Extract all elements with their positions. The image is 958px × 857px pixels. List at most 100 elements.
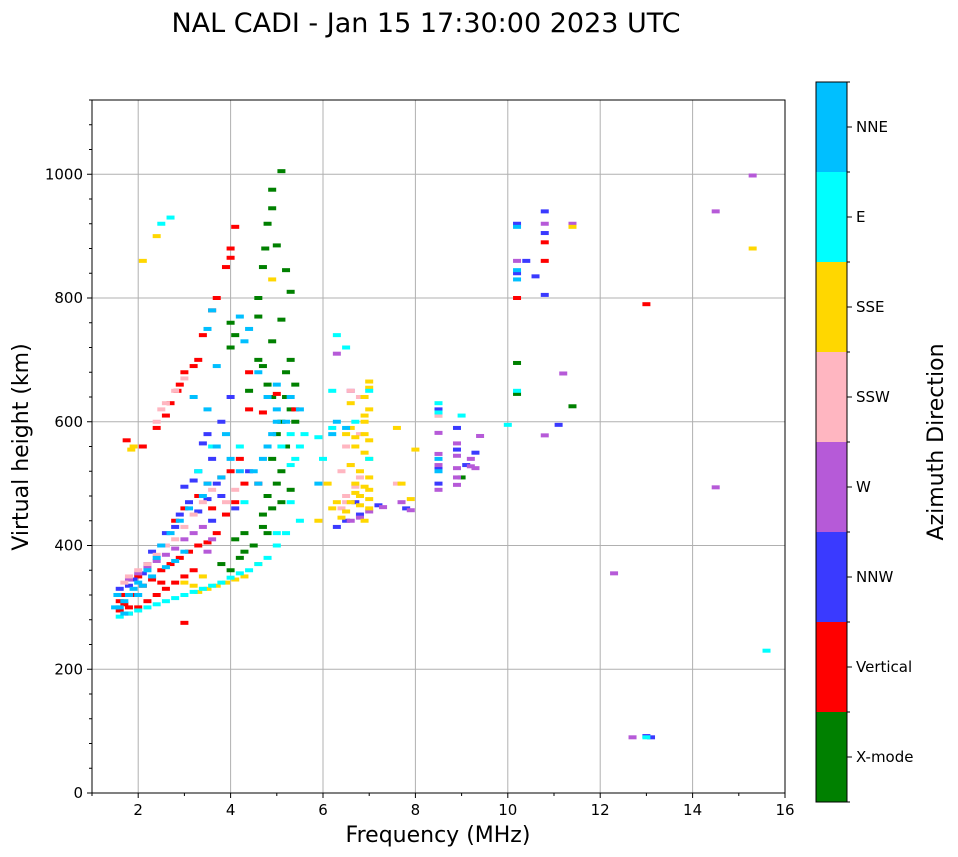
data-point [337, 515, 346, 520]
data-point [129, 586, 138, 591]
data-point [351, 444, 360, 449]
x-axis-label: Frequency (MHz) [346, 823, 531, 848]
data-point [452, 475, 461, 480]
data-point [365, 497, 374, 502]
data-point [365, 388, 374, 393]
data-point [457, 413, 466, 418]
data-point [240, 531, 249, 536]
colorbar-label: NNE [856, 118, 888, 136]
data-point [314, 481, 323, 486]
data-point [198, 494, 207, 498]
data-point [166, 401, 175, 406]
data-point [540, 221, 549, 226]
data-point [143, 605, 152, 610]
axis-ticks: 2 4 6 8 10 12 14 16 0 200 400 600 800 1000 [45, 99, 795, 819]
data-point [212, 364, 221, 369]
data-point [208, 537, 217, 542]
data-point [282, 395, 291, 399]
data-point [115, 614, 124, 619]
data-point [221, 500, 230, 505]
data-point [513, 296, 522, 300]
data-point [180, 524, 189, 529]
data-point [568, 221, 577, 226]
data-point [180, 593, 189, 597]
data-point [513, 258, 522, 263]
data-point [127, 447, 136, 452]
data-point [365, 456, 374, 461]
data-point [360, 518, 369, 523]
data-point [337, 506, 346, 511]
data-point [111, 605, 120, 610]
data-point [157, 568, 166, 573]
data-point [286, 500, 295, 505]
colorbar-label: Vertical [856, 658, 912, 676]
data-point [171, 546, 180, 551]
data-point [272, 382, 281, 387]
data-point [198, 441, 207, 446]
data-point [328, 432, 337, 437]
data-point [203, 586, 212, 591]
data-point [351, 490, 360, 495]
data-point [171, 518, 180, 523]
data-point [152, 558, 161, 563]
data-point [212, 531, 221, 536]
data-point [513, 271, 522, 276]
data-point [355, 503, 364, 508]
data-point [235, 571, 244, 576]
data-point [291, 419, 300, 424]
data-point [277, 169, 286, 174]
y-tick-label: 0 [73, 784, 83, 802]
data-point [148, 574, 157, 579]
colorbar: X-mode Vertical NNW W SSW SSE E NNE [815, 81, 913, 803]
plot-area: 2 4 6 8 10 12 14 16 0 200 400 600 800 1000 [45, 99, 795, 819]
data-point [226, 395, 235, 399]
data-point [360, 395, 369, 399]
data-point [434, 463, 443, 468]
x-tick-label: 2 [133, 801, 143, 819]
data-point [365, 385, 374, 390]
data-point [513, 360, 522, 365]
series-nne [111, 224, 522, 616]
data-point [258, 512, 267, 517]
data-point [268, 187, 277, 192]
data-point [161, 531, 170, 536]
data-point [360, 432, 369, 437]
colorbar-label: E [856, 208, 865, 226]
data-point [221, 512, 230, 517]
data-point [365, 379, 374, 384]
data-point [194, 469, 203, 474]
data-point [434, 466, 443, 471]
data-point [365, 509, 374, 514]
y-tick-label: 200 [54, 660, 83, 678]
data-point [175, 518, 184, 523]
data-point [120, 611, 129, 616]
data-point [161, 565, 170, 570]
data-point [180, 506, 189, 511]
data-point [628, 735, 637, 740]
data-point [277, 419, 286, 424]
data-point [263, 444, 272, 449]
colorbar-segment [816, 172, 847, 262]
data-point [295, 444, 304, 449]
data-point [272, 543, 281, 548]
x-tick-label: 10 [498, 801, 517, 819]
data-point [342, 500, 351, 505]
data-point [342, 444, 351, 449]
data-point [434, 413, 443, 418]
data-point [513, 224, 522, 229]
data-point [277, 444, 286, 449]
data-point [295, 407, 304, 412]
data-point [189, 478, 198, 483]
data-point [226, 320, 235, 325]
data-point [245, 568, 254, 573]
data-point [332, 524, 341, 529]
data-point [171, 524, 180, 529]
data-point [235, 469, 244, 474]
data-point [231, 487, 240, 492]
data-point [185, 506, 194, 511]
data-point [189, 364, 198, 369]
data-point [115, 599, 124, 604]
data-point [263, 531, 272, 536]
data-point [351, 500, 360, 505]
data-point [138, 571, 147, 576]
